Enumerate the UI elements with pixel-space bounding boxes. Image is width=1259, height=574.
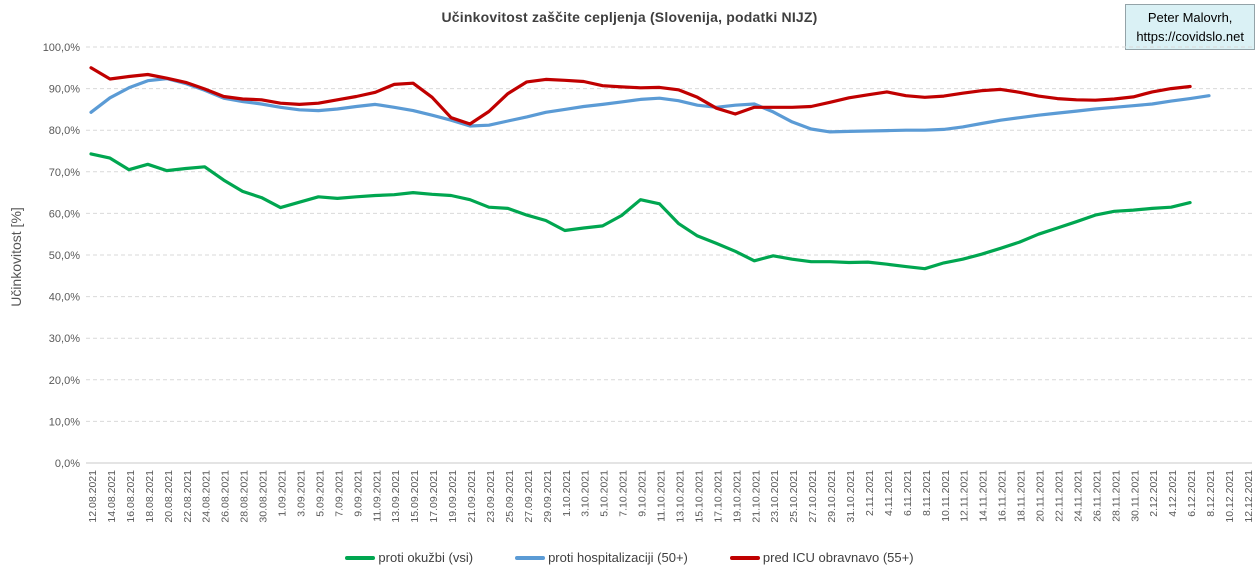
- x-tick-label: 31.10.2021: [845, 470, 857, 523]
- x-tick-label: 9.09.2021: [352, 470, 364, 517]
- x-tick-label: 28.11.2021: [1110, 470, 1122, 522]
- x-tick-label: 2.12.2021: [1148, 470, 1160, 517]
- x-tick-label: 1.10.2021: [561, 470, 573, 517]
- x-tick-label: 3.10.2021: [580, 470, 592, 517]
- y-tick-label: 80,0%: [49, 125, 80, 137]
- legend-item-hospitalization: proti hospitalizaciji (50+): [515, 550, 688, 565]
- x-tick-label: 4.12.2021: [1167, 470, 1179, 517]
- x-tick-label: 25.10.2021: [788, 470, 800, 523]
- x-tick-label: 11.09.2021: [371, 470, 383, 522]
- x-tick-label: 5.09.2021: [314, 470, 326, 517]
- x-tick-label: 23.10.2021: [769, 470, 781, 523]
- x-tick-label: 4.11.2021: [883, 470, 895, 516]
- x-tick-label: 16.11.2021: [997, 470, 1009, 522]
- series-line: [89, 66, 1192, 126]
- x-tick-label: 18.11.2021: [1016, 470, 1028, 522]
- legend-label-hospitalization: proti hospitalizaciji (50+): [548, 550, 688, 565]
- x-tick-label: 17.10.2021: [712, 470, 724, 523]
- y-tick-label: 10,0%: [49, 416, 80, 428]
- x-tick-label: 29.09.2021: [542, 470, 554, 523]
- x-tick-label: 27.10.2021: [807, 470, 819, 523]
- x-tick-label: 28.08.2021: [239, 470, 251, 523]
- x-tick-label: 24.08.2021: [201, 470, 213, 523]
- y-tick-label: 90,0%: [49, 84, 80, 96]
- x-tick-label: 21.10.2021: [750, 470, 762, 523]
- y-tick-label: 20,0%: [49, 375, 80, 387]
- x-tick-label: 22.11.2021: [1053, 470, 1065, 522]
- x-tick-label: 24.11.2021: [1072, 470, 1084, 522]
- x-tick-label: 6.12.2021: [1186, 470, 1198, 517]
- x-tick-label: 12.12.2021: [1243, 470, 1255, 523]
- legend-item-infection: proti okužbi (vsi): [345, 550, 473, 565]
- x-tick-label: 15.10.2021: [693, 470, 705, 523]
- x-tick-label: 30.11.2021: [1129, 470, 1141, 522]
- x-tick-label: 23.09.2021: [485, 470, 497, 523]
- x-tick-label: 8.12.2021: [1205, 470, 1217, 517]
- x-tick-label: 14.11.2021: [978, 470, 990, 522]
- x-tick-label: 5.10.2021: [599, 470, 611, 517]
- credit-author: Peter Malovrh,: [1147, 10, 1233, 25]
- x-tick-label: 30.08.2021: [258, 470, 270, 523]
- x-tick-label: 27.09.2021: [523, 470, 535, 523]
- x-tick-label: 7.10.2021: [618, 470, 630, 517]
- y-tick-label: 40,0%: [49, 292, 80, 304]
- x-tick-label: 21.09.2021: [466, 470, 478, 523]
- green-line-swatch: [345, 555, 376, 560]
- x-tick-label: 20.11.2021: [1035, 470, 1047, 522]
- x-tick-label: 25.09.2021: [504, 470, 516, 523]
- x-tick-label: 14.08.2021: [106, 470, 118, 523]
- x-tick-label: 6.11.2021: [902, 470, 914, 516]
- series-line: [89, 152, 1192, 271]
- credit-url: https://covidslo.net: [1136, 29, 1244, 44]
- x-tick-label: 13.10.2021: [674, 470, 686, 523]
- x-tick-label: 22.08.2021: [182, 470, 194, 523]
- x-tick-label: 10.11.2021: [940, 470, 952, 522]
- y-tick-label: 0,0%: [55, 458, 80, 470]
- x-tick-label: 26.11.2021: [1091, 470, 1103, 522]
- x-tick-label: 12.08.2021: [87, 470, 99, 523]
- series-line: [89, 76, 1211, 134]
- x-tick-label: 18.08.2021: [144, 470, 156, 523]
- x-tick-label: 2.11.2021: [864, 470, 876, 516]
- y-tick-label: 60,0%: [49, 208, 80, 220]
- x-tick-label: 9.10.2021: [637, 470, 649, 517]
- x-tick-label: 11.10.2021: [656, 470, 668, 522]
- x-tick-label: 13.09.2021: [390, 470, 402, 523]
- x-tick-label: 26.08.2021: [220, 470, 232, 523]
- x-tick-label: 17.09.2021: [428, 470, 440, 523]
- legend-label-infection: proti okužbi (vsi): [378, 550, 474, 565]
- x-tick-label: 1.09.2021: [277, 470, 289, 517]
- x-tick-label: 16.08.2021: [125, 470, 137, 523]
- legend: proti okužbi (vsi) proti hospitalizaciji…: [0, 550, 1259, 565]
- x-tick-label: 8.11.2021: [921, 470, 933, 516]
- credit-box: Peter Malovrh, https://covidslo.net: [1125, 4, 1255, 50]
- blue-line-swatch: [515, 555, 546, 560]
- x-tick-label: 10.12.2021: [1224, 470, 1236, 523]
- x-tick-label: 19.09.2021: [447, 470, 459, 523]
- x-tick-label: 29.10.2021: [826, 470, 838, 523]
- y-tick-label: 100,0%: [43, 42, 81, 54]
- y-tick-label: 30,0%: [49, 333, 80, 345]
- y-tick-label: 70,0%: [49, 167, 80, 179]
- x-tick-label: 19.10.2021: [731, 470, 743, 523]
- legend-label-icu: pred ICU obravnavo (55+): [762, 550, 914, 565]
- x-tick-label: 12.11.2021: [959, 470, 971, 522]
- chart-title: Učinkovitost zaščite cepljenja (Slovenij…: [441, 9, 818, 25]
- red-line-swatch: [729, 555, 760, 560]
- y-tick-label: 50,0%: [49, 250, 80, 262]
- x-tick-label: 15.09.2021: [409, 470, 421, 523]
- x-tick-label: 3.09.2021: [295, 470, 307, 517]
- x-tick-label: 20.08.2021: [163, 470, 175, 523]
- x-tick-label: 7.09.2021: [333, 470, 345, 517]
- legend-item-icu: pred ICU obravnavo (55+): [729, 550, 914, 565]
